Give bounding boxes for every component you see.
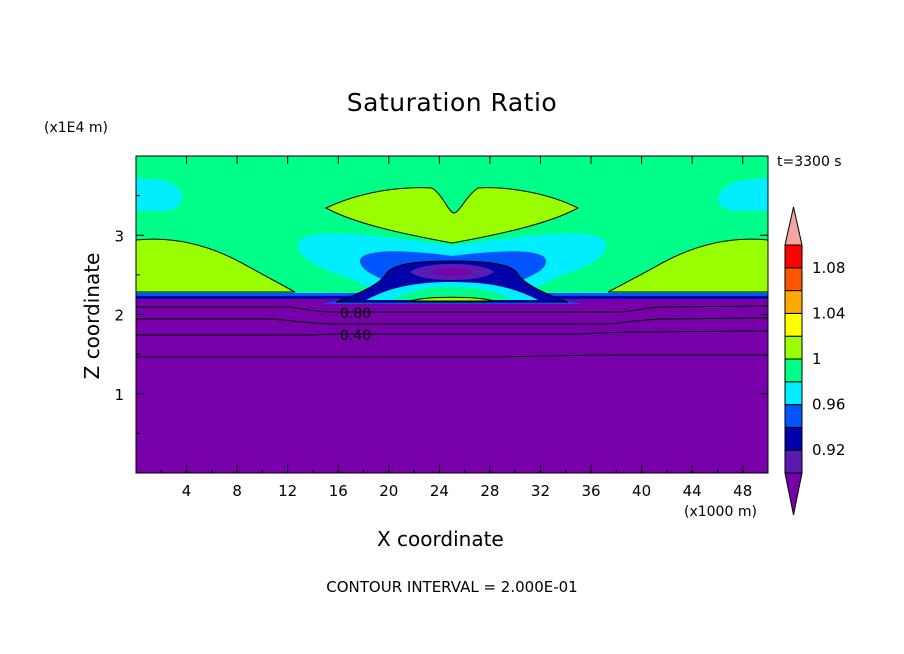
contour-line-4 [136, 354, 768, 358]
colorbar-segment [784, 358, 803, 383]
contour-interval-footer: CONTOUR INTERVAL = 2.000E-01 [326, 578, 578, 596]
contour-line-040 [136, 330, 768, 336]
central-purple-center [432, 268, 472, 276]
x-tick-label: 40 [632, 482, 651, 500]
x-tick-label: 24 [430, 482, 449, 500]
colorbar-segment [784, 404, 803, 428]
lower-region-fill [136, 299, 768, 473]
contour-line-1 [136, 305, 768, 313]
colorbar-segment [784, 267, 803, 292]
x-axis-ticks: 4 8 12 16 20 24 28 32 36 40 44 48 [160, 156, 752, 500]
inner-green-arch [392, 287, 512, 300]
x-axis-label: X coordinate [377, 527, 504, 551]
contour-line-080 [136, 317, 768, 325]
colorbar-tick-label: 0.96 [812, 396, 845, 414]
x-tick-label: 48 [733, 482, 752, 500]
upper-green-wings [324, 187, 580, 244]
x-tick-label: 44 [683, 482, 702, 500]
time-label: t=3300 s [777, 154, 842, 170]
colorbar-segment [784, 312, 803, 337]
colorbar: 0.92 0.96 1 1.04 1.08 [784, 206, 845, 516]
left-green-tongue [136, 238, 296, 293]
colorbar-segment [784, 335, 803, 360]
x-tick-label: 32 [531, 482, 550, 500]
chart-title: Saturation Ratio [346, 88, 558, 117]
x-tick-label: 8 [232, 482, 242, 500]
x-unit-label: (x1000 m) [684, 504, 757, 520]
z-unit-label: (x1E4 m) [44, 120, 108, 136]
right-green-tongue [607, 238, 768, 293]
colorbar-segment [784, 244, 803, 269]
y-tick-label: 2 [114, 307, 124, 325]
x-tick-label: 36 [581, 482, 600, 500]
x-tick-label: 20 [379, 482, 398, 500]
y-tick-label: 1 [114, 386, 124, 404]
x-tick-label: 4 [182, 482, 192, 500]
x-tick-label: 12 [278, 482, 297, 500]
colorbar-tick-label: 0.92 [812, 441, 845, 459]
contour-field [136, 156, 768, 473]
colorbar-segment [784, 426, 803, 451]
colorbar-tick-label: 1.08 [812, 259, 845, 277]
colorbar-segment [784, 449, 803, 474]
contour-label-080: 0.80 [340, 306, 371, 322]
x-tick-label: 16 [329, 482, 348, 500]
colorbar-tick-label: 1 [812, 350, 822, 368]
colorbar-segment [784, 290, 803, 314]
y-tick-label: 3 [114, 227, 124, 245]
x-tick-label: 28 [480, 482, 499, 500]
y-axis-ticks: 1 2 3 [114, 195, 768, 434]
cyan-patch-right [718, 178, 768, 211]
lower-green-lens [409, 296, 495, 302]
colorbar-tick-label: 1.04 [812, 304, 845, 322]
cyan-patch-left [136, 178, 183, 211]
contour-label-040: 0.40 [340, 328, 371, 344]
colorbar-high-extension [784, 206, 803, 246]
colorbar-segment [784, 381, 803, 406]
colorbar-low-extension [784, 472, 803, 516]
